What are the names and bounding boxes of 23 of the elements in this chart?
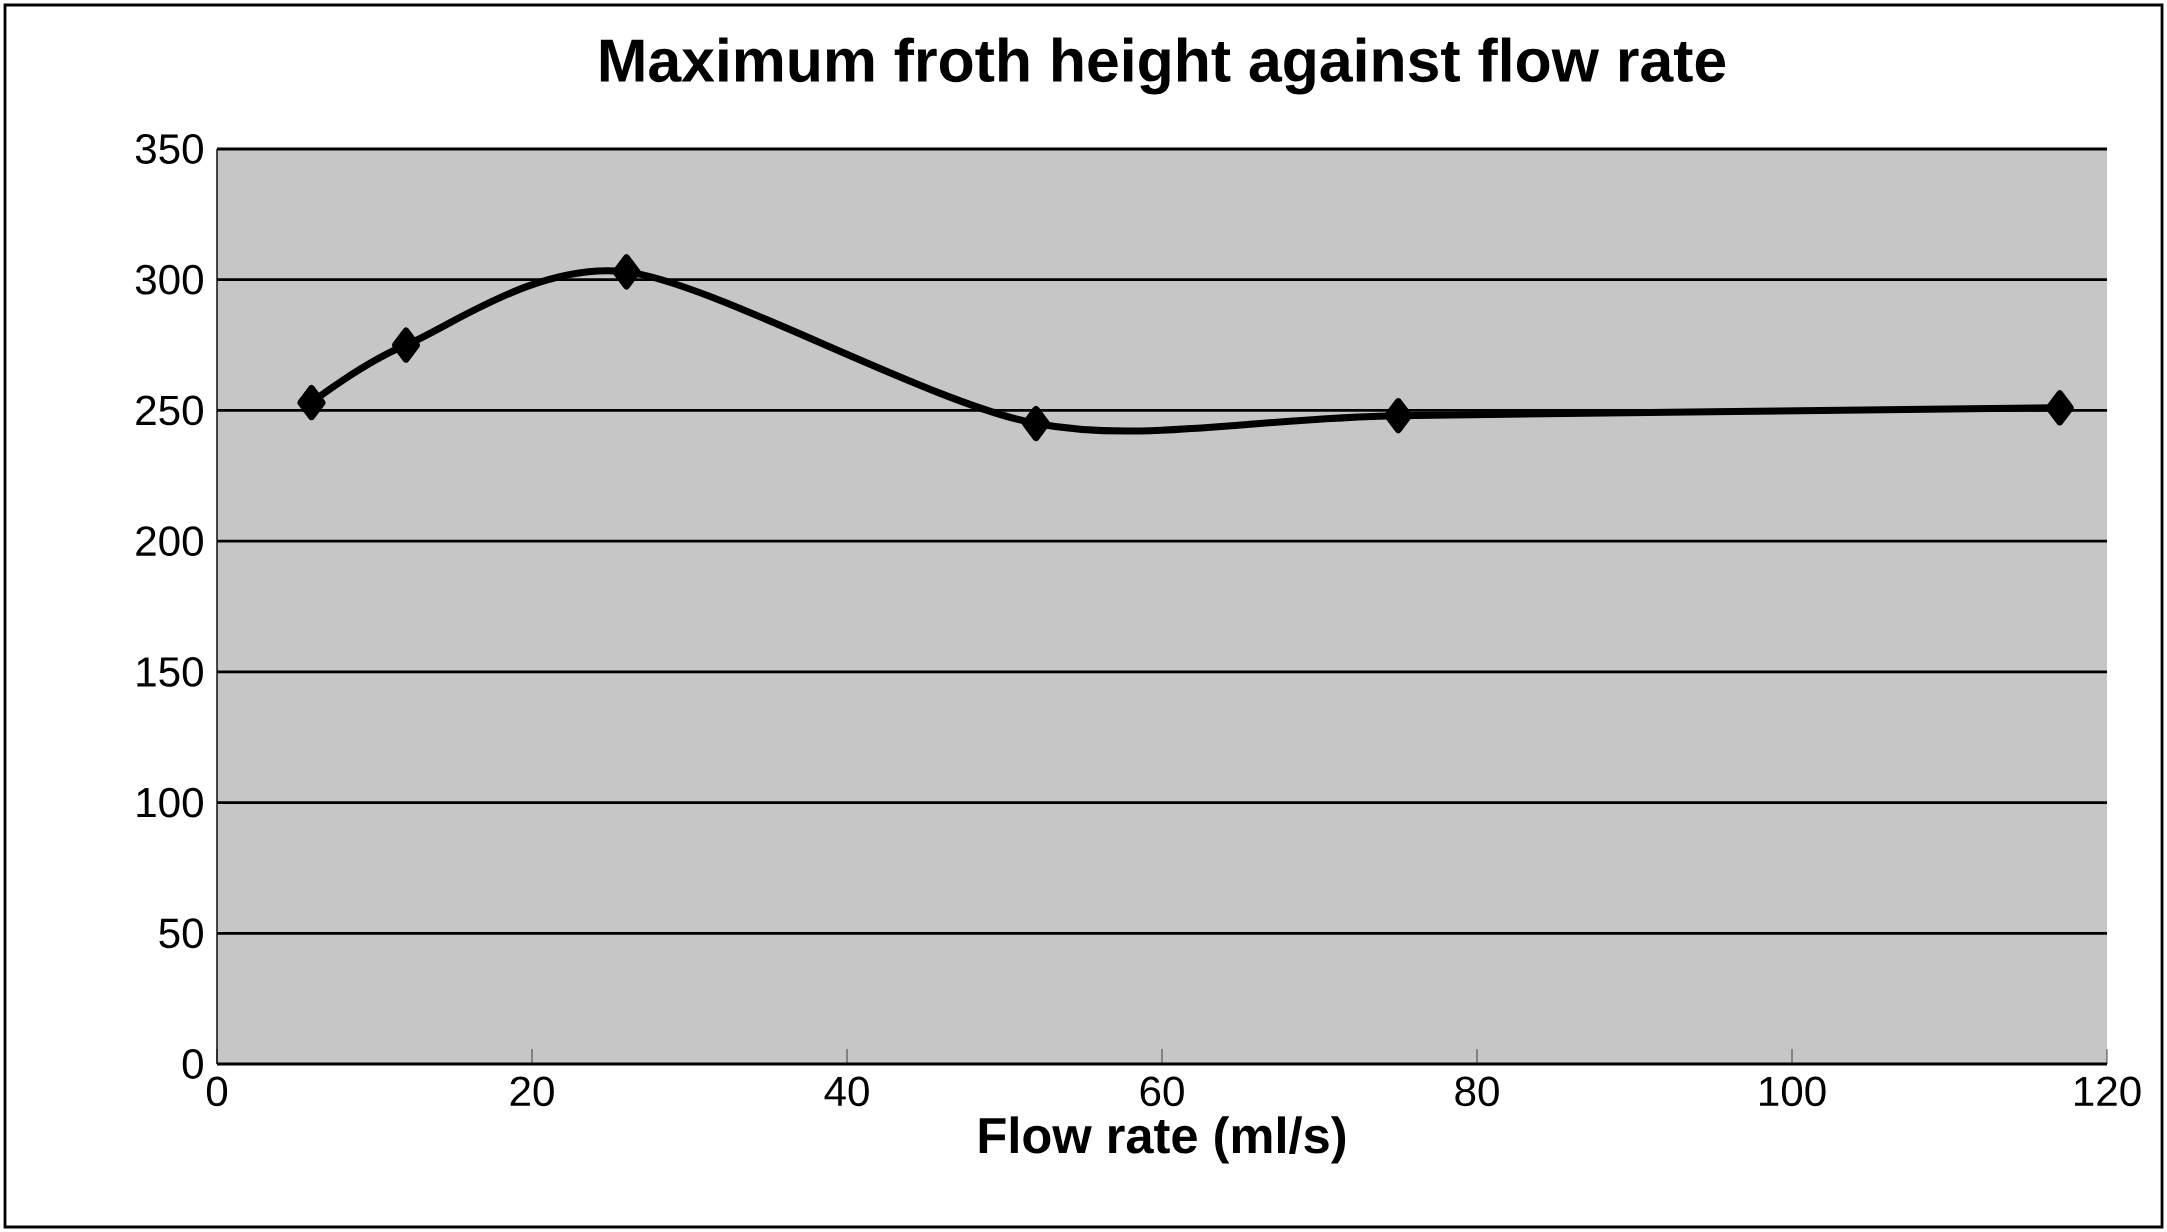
y-tick-label: 250 (136, 395, 203, 426)
y-tick-label: 350 (135, 134, 203, 164)
x-tick-label: 80 (1455, 1076, 1499, 1107)
x-tick-label: 100 (1760, 1076, 1826, 1107)
point (2045, 390, 2074, 426)
point (1384, 398, 1413, 434)
y-tick-label: 300 (135, 264, 203, 295)
chart-title: Maximum froth height against flow rate (600, 37, 1726, 95)
x-tick-label: 60 (1140, 1076, 1184, 1107)
y-tick-label: 0 (182, 1049, 203, 1079)
point (391, 327, 421, 363)
x-tick-label: 20 (510, 1076, 554, 1107)
x-tick-label: 120 (2075, 1076, 2141, 1107)
y-tick-label: 100 (137, 787, 203, 818)
y-tick-label: 200 (136, 526, 203, 557)
point (1021, 405, 1051, 442)
point (612, 254, 641, 290)
y-tick-label: 50 (159, 918, 203, 949)
point (297, 385, 326, 421)
x-axis-title: Flow rate (ml/s) (979, 1116, 1346, 1164)
x-tick-label: 0 (206, 1076, 228, 1107)
x-tick-label: 40 (824, 1076, 869, 1107)
y-tick-label: 150 (137, 656, 203, 687)
